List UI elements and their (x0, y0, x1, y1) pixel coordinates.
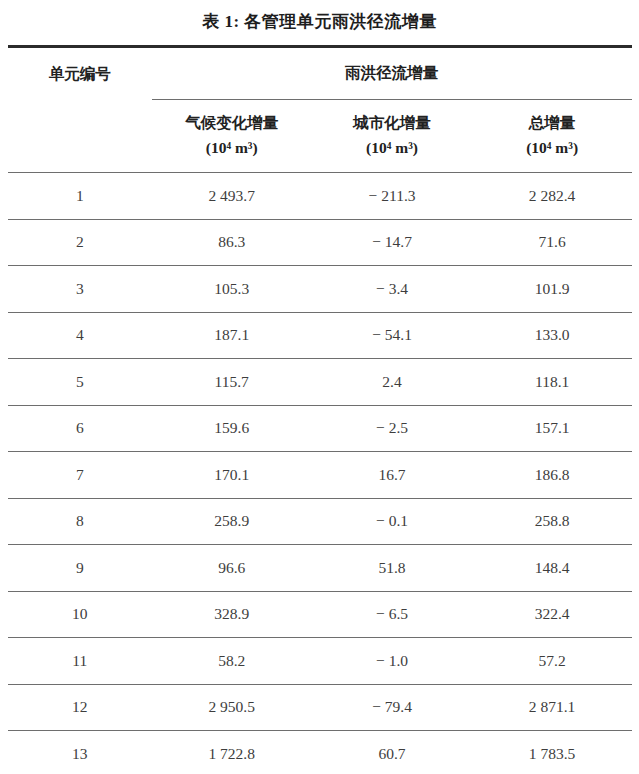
urban-cell: − 3.4 (312, 266, 472, 313)
climate-cell: 105.3 (152, 266, 312, 313)
climate-cell: 86.3 (152, 219, 312, 266)
total-cell: 118.1 (472, 359, 632, 406)
unit-cell: 8 (8, 498, 152, 545)
table-row: 2 86.3 − 14.7 71.6 (8, 219, 632, 266)
total-cell: 258.8 (472, 498, 632, 545)
document-page: 表 1: 各管理单元雨洪径流增量 单元编号 雨洪径流增量 气候变化增量 (10⁴… (0, 0, 639, 774)
table-row: 11 58.2 − 1.0 57.2 (8, 638, 632, 685)
unit-cell: 9 (8, 545, 152, 592)
unit-cell: 11 (8, 638, 152, 685)
col-header-total-label: 总增量 (472, 111, 632, 136)
urban-cell: 51.8 (312, 545, 472, 592)
header-row-span: 单元编号 雨洪径流增量 (8, 47, 632, 100)
urban-cell: 16.7 (312, 452, 472, 499)
total-cell: 133.0 (472, 312, 632, 359)
col-header-climate-change: 气候变化增量 (10⁴ m³) (152, 100, 312, 173)
unit-cell: 3 (8, 266, 152, 313)
climate-cell: 96.6 (152, 545, 312, 592)
table-row: 10 328.9 − 6.5 322.4 (8, 591, 632, 638)
urban-cell: − 0.1 (312, 498, 472, 545)
total-cell: 71.6 (472, 219, 632, 266)
col-header-urbanization: 城市化增量 (10⁴ m³) (312, 100, 472, 173)
climate-cell: 2 950.5 (152, 684, 312, 731)
table-row: 1 2 493.7 − 211.3 2 282.4 (8, 173, 632, 220)
table-row: 8 258.9 − 0.1 258.8 (8, 498, 632, 545)
unit-cell: 13 (8, 731, 152, 774)
unit-cell: 6 (8, 405, 152, 452)
col-header-runoff-increment: 雨洪径流增量 (152, 47, 632, 100)
urban-cell: − 54.1 (312, 312, 472, 359)
urban-cell: − 6.5 (312, 591, 472, 638)
table-row: 3 105.3 − 3.4 101.9 (8, 266, 632, 313)
total-cell: 148.4 (472, 545, 632, 592)
col-header-urbanization-unit: (10⁴ m³) (312, 136, 472, 161)
table-row: 13 1 722.8 60.7 1 783.5 (8, 731, 632, 774)
climate-cell: 170.1 (152, 452, 312, 499)
total-cell: 101.9 (472, 266, 632, 313)
total-cell: 57.2 (472, 638, 632, 685)
climate-cell: 258.9 (152, 498, 312, 545)
urban-cell: 60.7 (312, 731, 472, 774)
climate-cell: 187.1 (152, 312, 312, 359)
unit-cell: 1 (8, 173, 152, 220)
climate-cell: 115.7 (152, 359, 312, 406)
table-row: 12 2 950.5 − 79.4 2 871.1 (8, 684, 632, 731)
total-cell: 157.1 (472, 405, 632, 452)
total-cell: 2 871.1 (472, 684, 632, 731)
unit-cell: 5 (8, 359, 152, 406)
total-cell: 2 282.4 (472, 173, 632, 220)
climate-cell: 58.2 (152, 638, 312, 685)
climate-cell: 2 493.7 (152, 173, 312, 220)
table-row: 5 115.7 2.4 118.1 (8, 359, 632, 406)
climate-cell: 1 722.8 (152, 731, 312, 774)
urban-cell: − 14.7 (312, 219, 472, 266)
urban-cell: 2.4 (312, 359, 472, 406)
total-cell: 1 783.5 (472, 731, 632, 774)
urban-cell: − 1.0 (312, 638, 472, 685)
table-row: 6 159.6 − 2.5 157.1 (8, 405, 632, 452)
unit-cell: 10 (8, 591, 152, 638)
col-header-climate-change-label: 气候变化增量 (152, 111, 312, 136)
col-header-unit-number: 单元编号 (8, 47, 152, 173)
table-row: 7 170.1 16.7 186.8 (8, 452, 632, 499)
climate-cell: 328.9 (152, 591, 312, 638)
unit-cell: 7 (8, 452, 152, 499)
total-cell: 322.4 (472, 591, 632, 638)
col-header-climate-change-unit: (10⁴ m³) (152, 136, 312, 161)
total-cell: 186.8 (472, 452, 632, 499)
urban-cell: − 79.4 (312, 684, 472, 731)
urban-cell: − 2.5 (312, 405, 472, 452)
urban-cell: − 211.3 (312, 173, 472, 220)
col-header-total: 总增量 (10⁴ m³) (472, 100, 632, 173)
unit-cell: 4 (8, 312, 152, 359)
table-row: 9 96.6 51.8 148.4 (8, 545, 632, 592)
table-title: 表 1: 各管理单元雨洪径流增量 (0, 0, 639, 45)
col-header-urbanization-label: 城市化增量 (312, 111, 472, 136)
table-row: 4 187.1 − 54.1 133.0 (8, 312, 632, 359)
unit-cell: 12 (8, 684, 152, 731)
unit-cell: 2 (8, 219, 152, 266)
climate-cell: 159.6 (152, 405, 312, 452)
runoff-increment-table: 单元编号 雨洪径流增量 气候变化增量 (10⁴ m³) 城市化增量 (10⁴ m… (8, 45, 632, 774)
col-header-total-unit: (10⁴ m³) (472, 136, 632, 161)
